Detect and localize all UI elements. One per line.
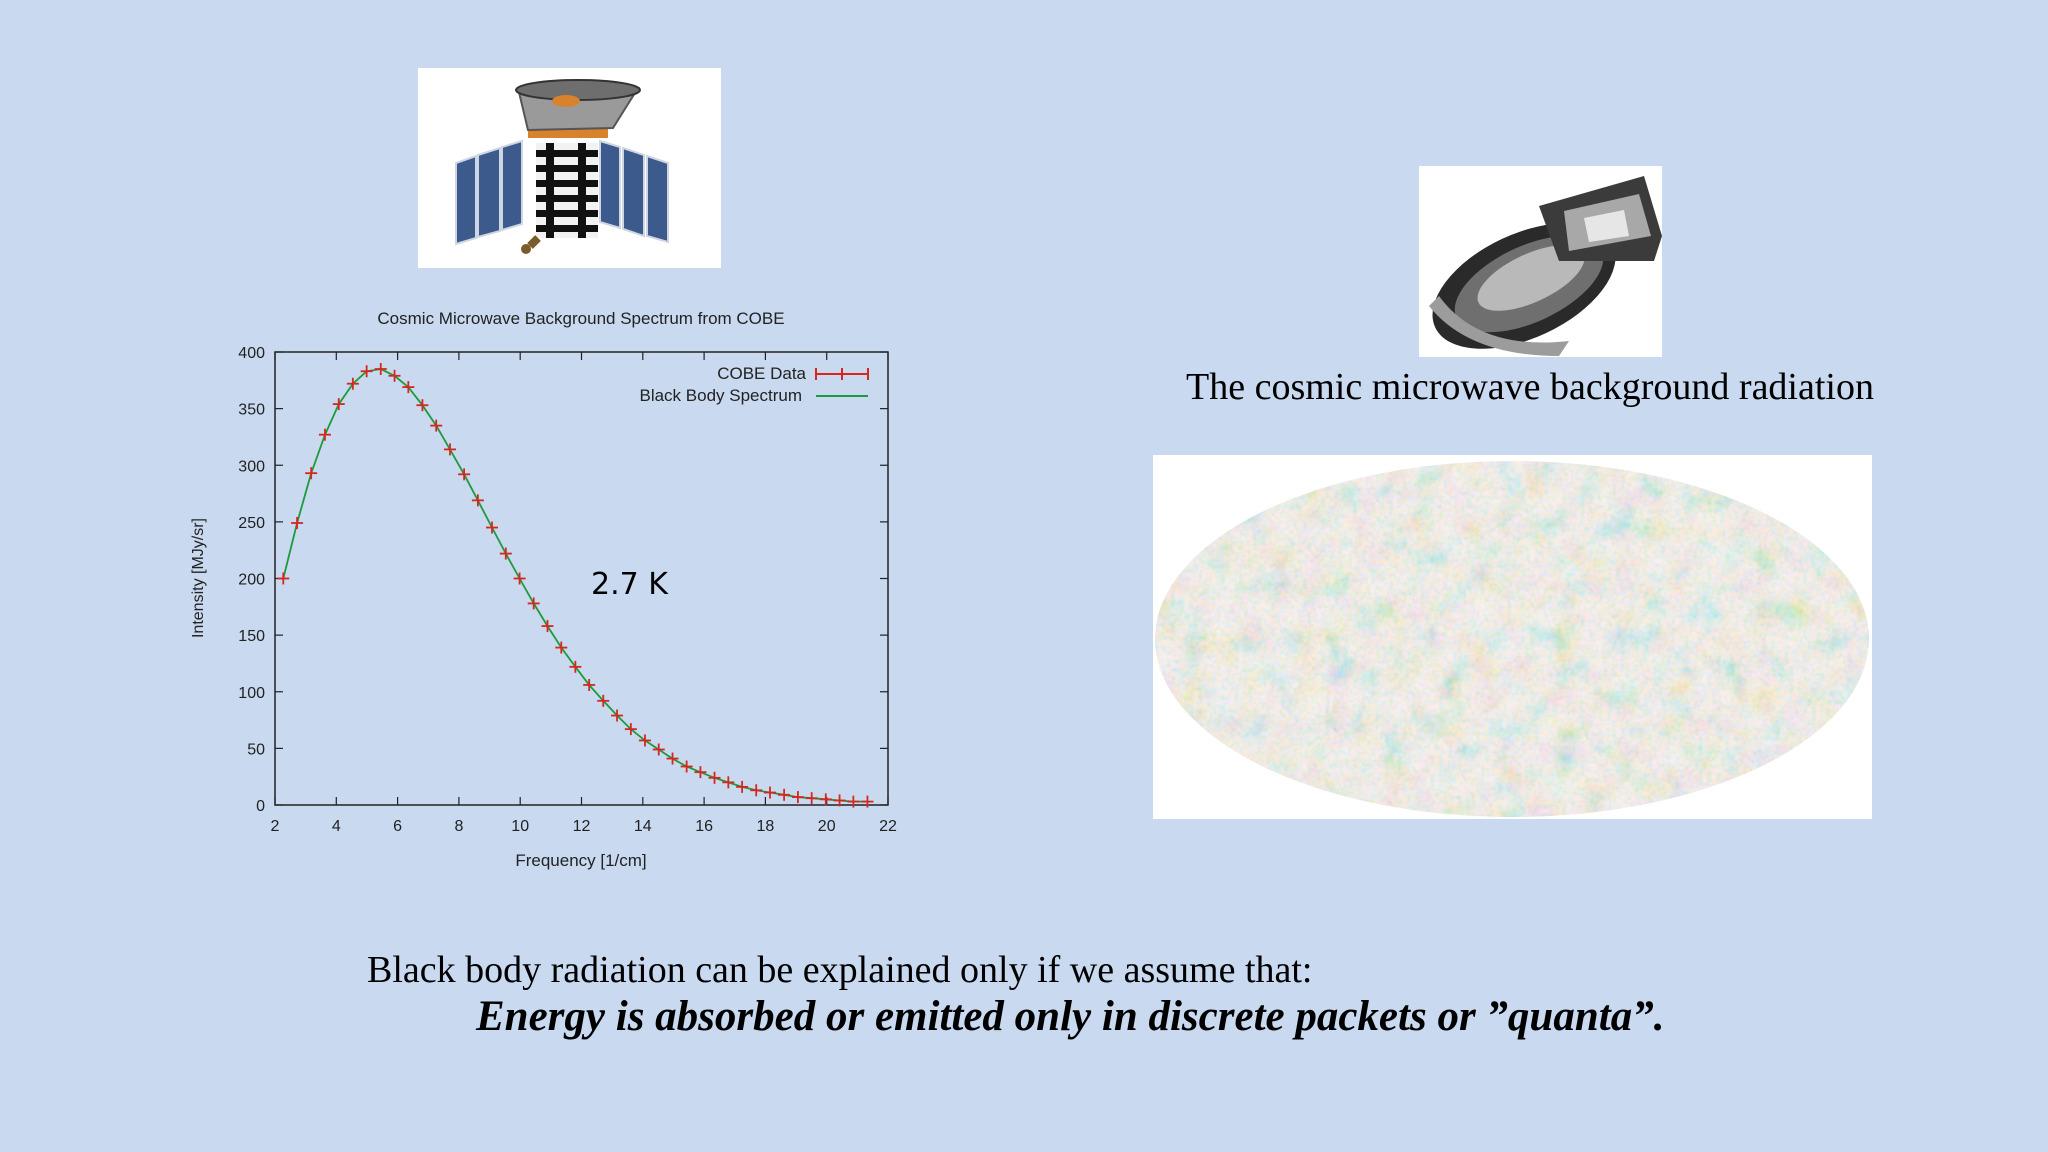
data-point-cobe: [305, 467, 318, 480]
data-point-cobe: [541, 620, 554, 633]
data-point-cobe: [778, 788, 791, 801]
data-point-cobe: [763, 786, 776, 799]
data-point-cobe: [555, 641, 568, 654]
x-tick-label: 8: [454, 818, 463, 835]
data-point-cobe: [402, 381, 415, 394]
data-point-cobe: [471, 494, 484, 507]
data-point-cobe: [847, 795, 860, 808]
body-emphasis: Energy is absorbed or emitted only in di…: [476, 993, 1665, 1040]
data-point-cobe: [458, 468, 471, 481]
data-point-cobe: [680, 760, 693, 773]
cmb-sky-map-drawing: [1153, 455, 1872, 819]
y-tick-label: 100: [238, 685, 265, 702]
data-point-cobe: [513, 572, 526, 585]
series-line-black-body: [282, 368, 868, 803]
data-point-cobe: [527, 597, 540, 610]
x-tick-label: 18: [757, 818, 775, 835]
cobe-satellite-image: [418, 68, 721, 268]
data-point-cobe: [388, 369, 401, 382]
data-point-cobe: [652, 743, 665, 756]
data-point-cobe: [805, 792, 818, 805]
x-tick-label: 10: [511, 818, 529, 835]
data-point-cobe: [708, 771, 721, 784]
data-point-cobe: [638, 734, 651, 747]
y-tick-label: 150: [238, 628, 265, 645]
y-tick-label: 300: [238, 458, 265, 475]
data-point-cobe: [611, 709, 624, 722]
data-point-cobe: [569, 660, 582, 673]
data-point-cobe: [833, 794, 846, 807]
cmb-spectrum-chart: Cosmic Microwave Background Spectrum fro…: [190, 309, 897, 870]
data-point-cobe: [318, 428, 331, 441]
data-point-cobe: [666, 752, 679, 765]
cmb-sky-map-image: [1153, 455, 1872, 819]
data-point-cobe: [416, 399, 429, 412]
data-point-cobe: [360, 365, 373, 378]
plot-frame: [274, 351, 889, 806]
data-point-cobe: [430, 419, 443, 432]
data-point-cobe: [277, 572, 290, 585]
data-point-cobe: [694, 766, 707, 779]
chart-title: Cosmic Microwave Background Spectrum fro…: [377, 309, 784, 328]
x-axis-label: Frequency [1/cm]: [515, 851, 646, 870]
x-tick-label: 6: [393, 818, 402, 835]
legend: COBE Data Black Body Spectrum: [639, 364, 869, 405]
data-point-cobe: [722, 776, 735, 789]
data-point-cobe: [861, 795, 874, 808]
x-tick-label: 14: [634, 818, 652, 835]
y-tick-label: 350: [238, 402, 265, 419]
data-point-cobe: [444, 443, 457, 456]
data-point-cobe: [736, 780, 749, 793]
y-axis-label: Intensity [MJy/sr]: [190, 518, 207, 638]
data-point-cobe: [346, 377, 359, 390]
data-point-cobe: [583, 678, 596, 691]
legend-marker-cobe-data: [815, 368, 869, 380]
data-point-cobe: [750, 784, 763, 797]
y-tick-label: 250: [238, 515, 265, 532]
planck-satellite-image: [1419, 166, 1662, 357]
cmb-caption: The cosmic microwave background radiatio…: [1186, 366, 1874, 408]
data-point-cobe: [791, 791, 804, 804]
x-tick-label: 2: [271, 818, 280, 835]
y-tick-label: 50: [247, 741, 265, 758]
data-point-cobe: [374, 362, 387, 375]
y-tick-label: 400: [238, 345, 265, 362]
planck-satellite-drawing: [1419, 166, 1662, 357]
data-point-cobe: [499, 547, 512, 560]
legend-label-cobe-data: COBE Data: [717, 364, 806, 383]
body-statement: Black body radiation can be explained on…: [367, 949, 1313, 991]
y-tick-label: 200: [238, 572, 265, 589]
legend-label-black-body: Black Body Spectrum: [639, 386, 802, 405]
data-point-cobe: [332, 398, 345, 411]
x-tick-label: 16: [695, 818, 713, 835]
plot-area: 2 4 6 8 10 12 14 16 18 20 22 0 50 100 150 200 250 300 350 4…: [238, 345, 897, 835]
x-tick-label: 20: [818, 818, 836, 835]
data-point-cobe: [486, 521, 499, 534]
data-point-cobe: [624, 723, 637, 736]
y-tick-label: 0: [256, 798, 265, 815]
x-tick-label: 12: [573, 818, 591, 835]
x-tick-label: 4: [332, 818, 341, 835]
data-point-cobe: [819, 793, 832, 806]
temperature-annotation: 2.7 K: [591, 567, 669, 602]
data-point-cobe: [597, 694, 610, 707]
cobe-satellite-drawing: [418, 68, 721, 268]
x-tick-label: 22: [879, 818, 897, 835]
data-point-cobe: [291, 517, 304, 530]
